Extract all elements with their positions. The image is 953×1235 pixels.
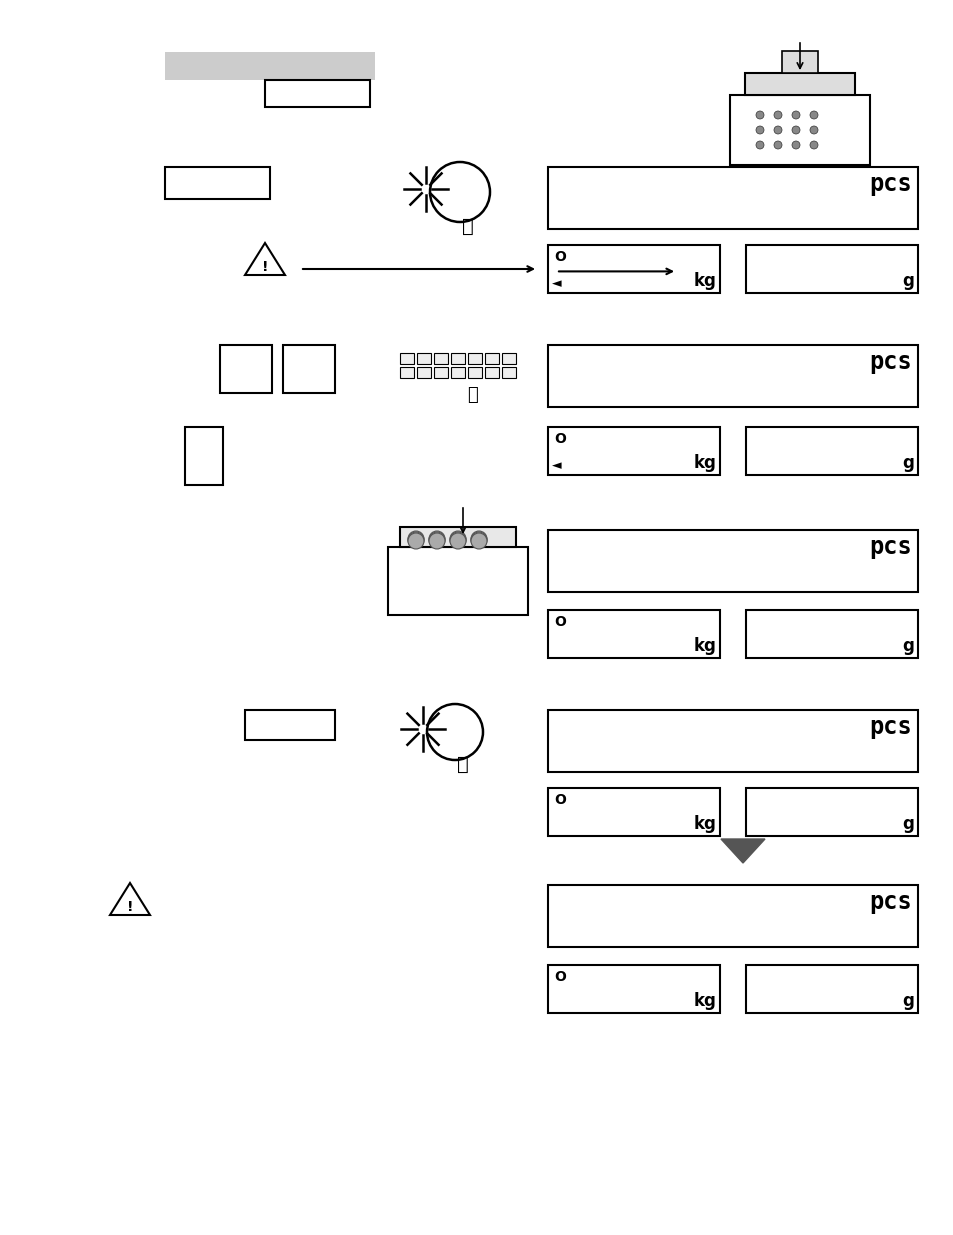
Bar bbox=[399, 353, 414, 364]
Text: ✋: ✋ bbox=[467, 387, 477, 404]
Bar bbox=[245, 710, 335, 740]
Text: kg: kg bbox=[693, 272, 716, 290]
Polygon shape bbox=[720, 839, 764, 863]
Circle shape bbox=[450, 532, 465, 548]
Bar bbox=[388, 547, 527, 615]
Circle shape bbox=[408, 532, 423, 548]
Bar bbox=[451, 353, 464, 364]
Bar bbox=[416, 367, 431, 378]
Circle shape bbox=[429, 532, 444, 548]
Bar bbox=[165, 167, 270, 199]
Bar bbox=[399, 527, 516, 547]
Bar bbox=[547, 965, 720, 1013]
Text: !: ! bbox=[127, 900, 133, 914]
Bar bbox=[745, 245, 917, 293]
Bar bbox=[745, 788, 917, 836]
Text: g: g bbox=[902, 815, 913, 832]
Bar bbox=[165, 52, 375, 80]
Text: pcs: pcs bbox=[868, 890, 911, 914]
Bar bbox=[745, 965, 917, 1013]
Bar bbox=[547, 167, 917, 228]
Bar bbox=[745, 610, 917, 658]
Bar bbox=[547, 345, 917, 408]
Circle shape bbox=[773, 111, 781, 119]
Bar bbox=[468, 367, 481, 378]
Bar bbox=[781, 51, 817, 73]
Circle shape bbox=[791, 141, 800, 149]
Text: pcs: pcs bbox=[868, 172, 911, 196]
Bar bbox=[220, 345, 272, 393]
Circle shape bbox=[809, 141, 817, 149]
Circle shape bbox=[450, 531, 465, 547]
Bar bbox=[501, 353, 516, 364]
Text: kg: kg bbox=[693, 637, 716, 655]
Bar bbox=[468, 353, 481, 364]
Bar bbox=[547, 788, 720, 836]
Circle shape bbox=[809, 126, 817, 135]
Circle shape bbox=[408, 531, 423, 547]
Circle shape bbox=[755, 111, 763, 119]
Text: kg: kg bbox=[693, 454, 716, 472]
Circle shape bbox=[791, 126, 800, 135]
Circle shape bbox=[791, 111, 800, 119]
Bar bbox=[434, 353, 448, 364]
Bar bbox=[265, 80, 370, 107]
Text: !: ! bbox=[261, 261, 268, 274]
Text: O: O bbox=[554, 793, 565, 806]
Circle shape bbox=[773, 126, 781, 135]
Bar bbox=[547, 530, 917, 592]
Circle shape bbox=[450, 534, 465, 550]
Bar bbox=[547, 610, 720, 658]
Bar bbox=[283, 345, 335, 393]
Bar bbox=[501, 367, 516, 378]
Text: O: O bbox=[554, 969, 565, 984]
Bar bbox=[547, 245, 720, 293]
Bar bbox=[744, 73, 854, 95]
Bar bbox=[484, 367, 498, 378]
Bar bbox=[484, 353, 498, 364]
Text: ◄: ◄ bbox=[552, 277, 561, 290]
Bar bbox=[745, 427, 917, 475]
Text: O: O bbox=[554, 615, 565, 629]
Text: g: g bbox=[902, 992, 913, 1010]
Bar bbox=[451, 367, 464, 378]
Circle shape bbox=[773, 141, 781, 149]
Text: kg: kg bbox=[693, 992, 716, 1010]
Text: ✋: ✋ bbox=[456, 755, 468, 774]
Bar bbox=[185, 427, 223, 485]
Bar bbox=[547, 710, 917, 772]
Text: ◄: ◄ bbox=[552, 459, 561, 472]
Text: ✋: ✋ bbox=[461, 217, 474, 236]
Circle shape bbox=[755, 126, 763, 135]
Circle shape bbox=[809, 111, 817, 119]
Text: O: O bbox=[554, 249, 565, 264]
Circle shape bbox=[429, 531, 444, 547]
Text: pcs: pcs bbox=[868, 535, 911, 559]
Text: O: O bbox=[554, 432, 565, 446]
Circle shape bbox=[755, 141, 763, 149]
Circle shape bbox=[408, 534, 423, 550]
Circle shape bbox=[429, 534, 444, 550]
Bar bbox=[416, 353, 431, 364]
Text: g: g bbox=[902, 454, 913, 472]
Text: pcs: pcs bbox=[868, 350, 911, 374]
Text: g: g bbox=[902, 637, 913, 655]
Bar bbox=[434, 367, 448, 378]
Bar bbox=[729, 95, 869, 165]
Bar bbox=[547, 885, 917, 947]
Text: kg: kg bbox=[693, 815, 716, 832]
Bar bbox=[399, 367, 414, 378]
Text: pcs: pcs bbox=[868, 715, 911, 739]
Circle shape bbox=[471, 531, 486, 547]
Circle shape bbox=[471, 534, 486, 550]
Bar bbox=[547, 427, 720, 475]
Text: g: g bbox=[902, 272, 913, 290]
Circle shape bbox=[471, 532, 486, 548]
